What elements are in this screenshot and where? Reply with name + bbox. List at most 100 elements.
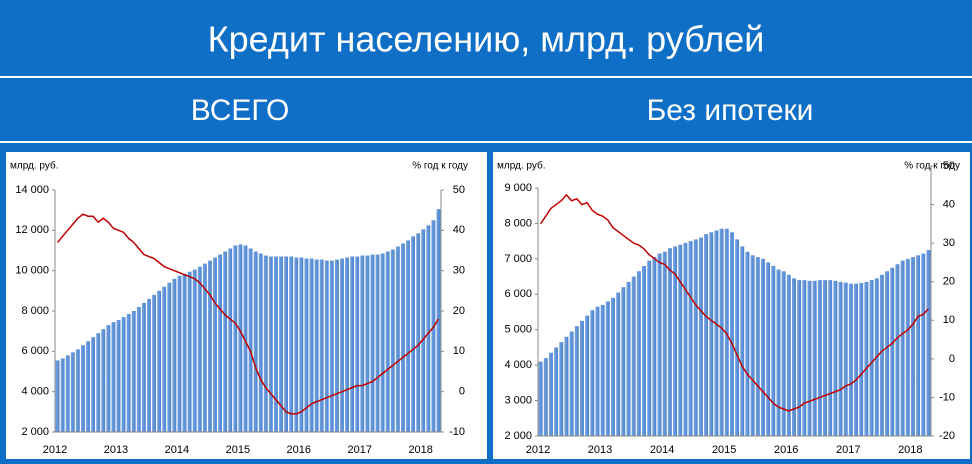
bar (202, 263, 207, 432)
bar (101, 329, 106, 432)
bar (340, 258, 344, 432)
bar (673, 246, 677, 436)
bar (745, 251, 750, 436)
bar (859, 282, 864, 436)
bar (111, 322, 116, 432)
bar (579, 320, 584, 436)
bar (385, 251, 390, 432)
bar (564, 336, 569, 436)
bar (657, 253, 662, 436)
slide-title: Кредит населению, млрд. рублей (208, 19, 765, 60)
bar (786, 274, 791, 436)
bar (324, 260, 329, 432)
y2-tick-label: 50 (453, 184, 465, 196)
bar (828, 280, 833, 436)
y2-tick-label: 30 (453, 265, 465, 277)
bar (299, 257, 304, 432)
y2-tick-label: 10 (943, 314, 955, 326)
bar (864, 281, 869, 436)
bar (70, 352, 75, 432)
bar (548, 352, 553, 436)
bar (652, 257, 657, 436)
bar (131, 311, 136, 432)
bar (182, 273, 187, 432)
bar (792, 278, 796, 436)
y-tick-label: 14 000 (15, 184, 49, 196)
x-tick-label: 2012 (43, 444, 67, 456)
bar (636, 271, 641, 436)
bar (218, 254, 222, 432)
bar (350, 256, 355, 432)
bar (233, 245, 238, 432)
bar (760, 258, 765, 436)
bar (900, 260, 905, 436)
bar (157, 290, 162, 432)
bar (890, 267, 895, 436)
bar (921, 253, 926, 436)
x-tick-label: 2018 (408, 444, 432, 456)
bar (642, 265, 646, 436)
bar (319, 259, 324, 432)
bar (345, 257, 349, 432)
x-tick-label: 2013 (588, 444, 612, 456)
bar (766, 262, 771, 436)
bar (268, 256, 273, 432)
x-tick-label: 2017 (347, 444, 371, 456)
bar (916, 255, 921, 436)
bar (187, 271, 192, 432)
x-tick-label: 2016 (774, 444, 798, 456)
bar (833, 280, 838, 436)
bar (740, 246, 745, 436)
x-tick-label: 2015 (226, 444, 250, 456)
x-tick-label: 2012 (526, 444, 550, 456)
bar (590, 310, 595, 436)
bar (314, 259, 319, 432)
bar (380, 253, 385, 432)
bar (116, 320, 121, 432)
bar (895, 264, 900, 436)
bar (719, 228, 724, 436)
y-tick-label: 12 000 (15, 224, 49, 236)
bar (213, 257, 217, 432)
bar (554, 347, 559, 436)
bar (55, 360, 60, 432)
x-tick-label: 2016 (287, 444, 311, 456)
x-tick-label: 2015 (712, 444, 736, 456)
y2-tick-label: 0 (459, 386, 465, 398)
bar (207, 260, 212, 432)
bar (426, 225, 431, 432)
bar (885, 271, 890, 436)
bar (192, 269, 197, 432)
bar (258, 253, 263, 432)
bar (616, 292, 621, 436)
bar (172, 278, 177, 432)
bar (406, 240, 410, 432)
bar (812, 280, 817, 436)
bar (797, 280, 802, 436)
bar (238, 244, 243, 432)
bar (360, 255, 365, 432)
bar (375, 254, 380, 432)
bar (838, 281, 843, 436)
bar (147, 298, 151, 432)
y-tick-label: 6 000 (21, 345, 49, 357)
bar (289, 256, 294, 432)
x-tick-label: 2017 (836, 444, 860, 456)
bar (585, 315, 590, 436)
bar (678, 244, 683, 436)
bar (390, 249, 395, 432)
y-axis-label: млрд. руб. (10, 160, 59, 172)
bar (126, 314, 131, 432)
y2-axis-label: % год к году (412, 161, 468, 172)
x-tick-label: 2018 (898, 444, 922, 456)
y-tick-label: 9 000 (504, 182, 532, 194)
bar (294, 257, 299, 432)
bar (274, 256, 278, 432)
y2-tick-label: -10 (939, 391, 955, 403)
bar (223, 251, 228, 432)
bar (605, 301, 610, 436)
bar (279, 256, 283, 432)
y-axis-label: млрд. руб. (497, 160, 546, 172)
bar (693, 239, 698, 436)
bar (86, 341, 90, 432)
